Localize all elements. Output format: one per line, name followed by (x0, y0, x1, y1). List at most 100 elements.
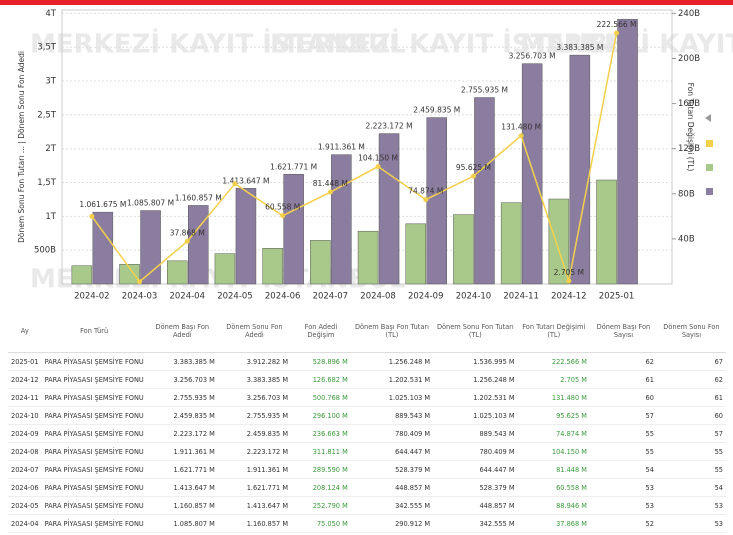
table-cell: 60 (589, 388, 657, 407)
bar-value-label: 1.621.771 M (270, 162, 317, 171)
table-cell: PARA PİYASASI ŞEMSİYE FONU (41, 352, 147, 371)
table-cell: 2024-07 (8, 460, 42, 479)
table-cell: 75.050 M (291, 514, 351, 533)
table-cell: 53 (656, 514, 726, 533)
bar (357, 230, 379, 285)
table-cell: PARA PİYASASI ŞEMSİYE FONU (41, 370, 147, 389)
x-tick-label: 2024-03 (122, 292, 158, 302)
bar-value-label: 2.755.935 M (461, 86, 508, 95)
legend-swatch (706, 164, 713, 171)
x-tick-label: 2024-08 (360, 292, 396, 302)
bar-value-label: 1.911.361 M (318, 143, 365, 152)
watermark: MERKEZİ KAYIT İSTANBUL (270, 28, 646, 60)
line-value-label: 37.868 M (170, 228, 205, 237)
table-cell: 3.256.703 M (217, 388, 292, 407)
table-cell: 1.621.771 M (146, 460, 218, 479)
line-point (137, 279, 143, 285)
table-cell: 2.459.835 M (146, 406, 218, 425)
line (91, 32, 618, 284)
line-value-label: 2.705 M (554, 268, 584, 277)
legend-swatch (706, 188, 713, 195)
line-point (184, 238, 190, 244)
table-cell: 55 (589, 442, 657, 461)
table-cell: 53 (589, 478, 657, 497)
x-tick-label: 2024-10 (456, 292, 492, 302)
line-point (423, 197, 429, 203)
bar (474, 97, 495, 285)
bar-value-label: 1.085.807 M (127, 199, 174, 208)
table-cell: 3.383.385 M (146, 352, 218, 371)
line-point (566, 278, 572, 284)
bar-value-label: 1.160.857 M (175, 193, 222, 202)
table-cell: 53 (656, 496, 726, 515)
table-cell: 126.682 M (291, 370, 351, 389)
table-cell: 500.768 M (291, 388, 351, 407)
column-header: Ay (8, 310, 42, 353)
y-tick-label: 3,5T (37, 43, 57, 53)
y-tick-label: 2T (45, 144, 56, 154)
table-cell: 3.383.385 M (217, 370, 292, 389)
table-cell: 2024-08 (8, 442, 42, 461)
line-point (470, 173, 476, 179)
table-cell: 3.912.282 M (217, 352, 292, 371)
table-row: 2024-11 PARA PİYASASI ŞEMSİYE FONU 2.755.9… (8, 388, 726, 407)
bar (426, 117, 447, 285)
table-cell: 95.625 M (517, 406, 590, 425)
column-header: Dönem Sonu Fon Sayısı (656, 310, 726, 353)
table-cell: 342.555 M (350, 496, 434, 515)
table-row: 2024-12 PARA PİYASASI ŞEMSİYE FONU 3.256.7… (8, 370, 726, 389)
table-row: 2024-07 PARA PİYASASI ŞEMSİYE FONU 1.621.7… (8, 460, 726, 479)
table-cell: 1.621.771 M (217, 478, 292, 497)
y2-tick-label: 240B (678, 9, 700, 19)
bar-value-label: 3.383.385 M (556, 43, 603, 52)
table-cell: 289.590 M (291, 460, 351, 479)
table-cell: 61 (589, 370, 657, 389)
line-value-label: 95.625 M (456, 163, 491, 172)
x-tick-label: 2024-07 (313, 292, 349, 302)
table-cell: 131.480 M (517, 388, 590, 407)
x-tick-label: 2024-02 (74, 292, 110, 302)
column-header: Fon Adedi Değişim (291, 310, 351, 353)
table-cell: 1.202.531 M (350, 370, 434, 389)
table-cell: 2024-11 (8, 388, 42, 407)
table-row: 2024-06 PARA PİYASASI ŞEMSİYE FONU 1.413.6… (8, 478, 726, 497)
line-point (327, 189, 333, 195)
bar (262, 248, 283, 285)
table-cell: 53 (589, 496, 657, 515)
top-bar (0, 0, 733, 5)
bar (548, 198, 570, 285)
table-cell: 1.160.857 M (217, 514, 292, 533)
table-cell: 2024-06 (8, 478, 42, 497)
table-cell: 2024-05 (8, 496, 42, 515)
table-cell: 74.874 M (517, 424, 590, 443)
table-cell: PARA PİYASASI ŞEMSİYE FONU (41, 442, 147, 461)
table-cell: 252.790 M (291, 496, 351, 515)
table-cell: 2.223.172 M (146, 424, 218, 443)
table-cell: 60 (656, 406, 726, 425)
table-cell: 81.448 M (517, 460, 590, 479)
y2-tick-label: 160B (678, 99, 700, 109)
table-cell: PARA PİYASASI ŞEMSİYE FONU (41, 406, 147, 425)
column-header: Fon Türü (41, 310, 147, 353)
table-cell: PARA PİYASASI ŞEMSİYE FONU (41, 424, 147, 443)
table-cell: PARA PİYASASI ŞEMSİYE FONU (41, 496, 147, 515)
line-point (232, 181, 238, 187)
x-tick-label: 2024-11 (503, 292, 539, 302)
table-cell: 208.124 M (291, 478, 351, 497)
bar-value-label: 2.223.172 M (366, 122, 413, 131)
table-cell: 222.566 M (517, 352, 590, 371)
table-cell: 1.536.995 M (433, 352, 518, 371)
bar (453, 214, 474, 285)
table-cell: 1.160.857 M (146, 496, 218, 515)
bar (405, 223, 426, 285)
table-row: 2024-04 PARA PİYASASI ŞEMSİYE FONU 1.085.8… (8, 514, 726, 533)
line-value-label: 60.558 M (265, 203, 300, 212)
y2-tick-label: 40B (678, 234, 695, 244)
x-tick-label: 2024-04 (169, 292, 205, 302)
x-tick-label: 2024-05 (217, 292, 253, 302)
bar (310, 240, 331, 285)
data-table: Ay Fon Türü Dönem Başı Fon Adedi Dönem Sonu… (8, 310, 726, 533)
table-cell: 528.896 M (291, 352, 351, 371)
table-cell: 889.543 M (350, 406, 434, 425)
